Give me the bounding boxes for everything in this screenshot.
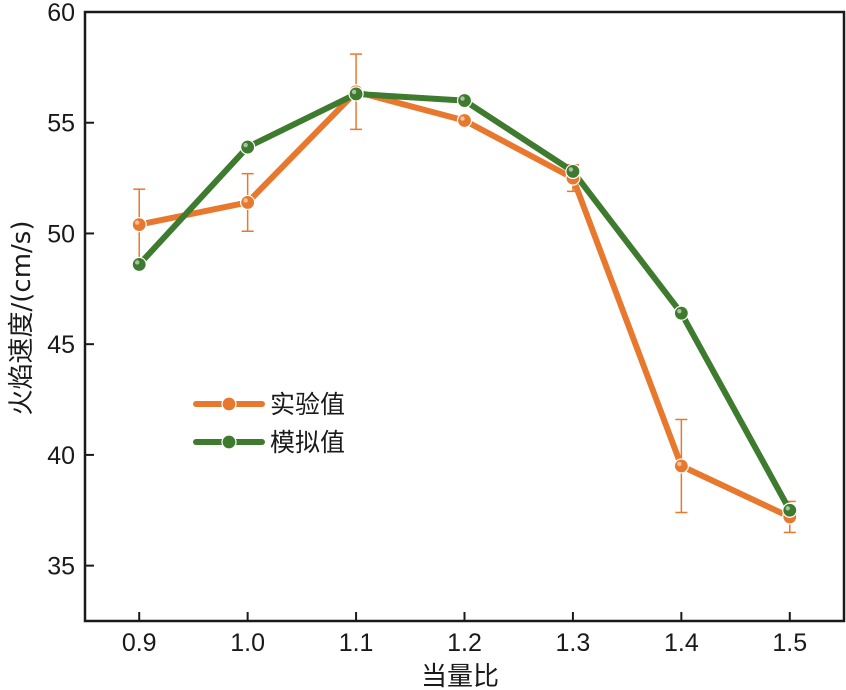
y-tick-label: 40 xyxy=(47,442,75,470)
x-tick-label: 1.1 xyxy=(339,629,374,657)
data-markers xyxy=(131,84,798,525)
data-point-highlight xyxy=(351,89,357,95)
x-axis-title: 当量比 xyxy=(421,662,499,690)
data-point-highlight xyxy=(243,198,248,203)
x-tick-label: 1.0 xyxy=(230,629,265,657)
data-point xyxy=(456,92,473,109)
series-lines xyxy=(136,88,793,520)
y-tick-label: 55 xyxy=(47,110,75,138)
y-tick-label: 45 xyxy=(47,331,75,359)
axis-ticks: 0.9 1.0 1.1 1.2 1.3 1.4 1.5 35 40 45 50 55 60 xyxy=(47,0,807,657)
data-point-highlight xyxy=(677,308,682,314)
data-point-highlight xyxy=(135,220,140,225)
x-tick-label: 0.9 xyxy=(122,629,157,657)
legend-label: 模拟值 xyxy=(270,428,345,457)
y-tick-label: 35 xyxy=(47,553,75,581)
data-point-highlight xyxy=(135,260,140,265)
data-point-highlight xyxy=(243,142,248,148)
data-point-highlight xyxy=(460,116,465,121)
legend-marker xyxy=(221,396,237,412)
data-point-highlight xyxy=(460,96,465,101)
data-point xyxy=(131,216,147,233)
data-point-highlight xyxy=(568,167,574,172)
x-tick-label: 1.2 xyxy=(447,629,482,657)
data-point xyxy=(240,139,256,155)
x-tick-label: 1.3 xyxy=(556,629,591,657)
data-point xyxy=(131,256,147,273)
data-point xyxy=(565,163,581,180)
y-tick-label: 60 xyxy=(47,0,75,27)
y-tick-label: 50 xyxy=(47,220,75,248)
legend-label: 实验值 xyxy=(270,390,345,419)
data-point xyxy=(673,305,689,321)
data-point xyxy=(240,194,256,211)
y-axis-title: 火焰速度/(cm/s) xyxy=(7,221,37,416)
data-point xyxy=(348,86,364,102)
data-point-highlight xyxy=(785,506,790,511)
x-tick-label: 1.4 xyxy=(664,629,699,657)
data-point-highlight xyxy=(677,461,682,467)
data-point xyxy=(456,112,473,129)
series-line xyxy=(136,90,793,514)
data-point xyxy=(782,502,798,518)
x-tick-label: 1.5 xyxy=(772,629,807,657)
data-point xyxy=(673,458,689,474)
legend-marker xyxy=(221,434,237,450)
